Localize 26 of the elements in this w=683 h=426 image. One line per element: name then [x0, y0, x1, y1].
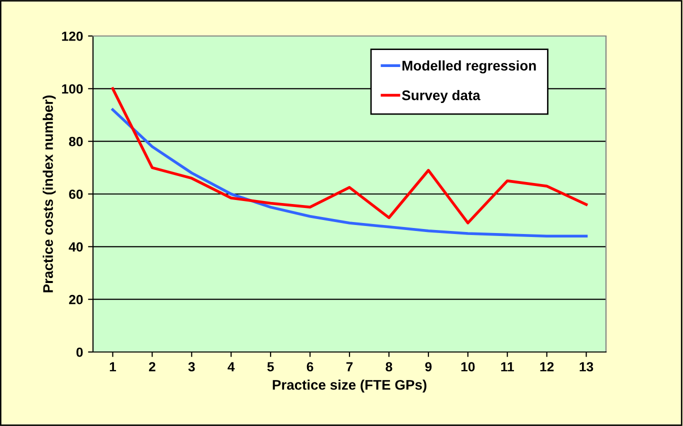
- x-tick-label: 3: [188, 362, 195, 372]
- y-tick-label: 100: [62, 84, 83, 94]
- legend-label: Modelled regression: [402, 60, 536, 74]
- y-tick-label: 120: [62, 32, 83, 41]
- x-tick-label: 8: [386, 362, 392, 372]
- x-tick-label: 5: [267, 362, 274, 372]
- y-tick-label: 0: [76, 348, 83, 357]
- x-tick-label: 10: [461, 362, 475, 372]
- x-tick-label: 9: [425, 362, 432, 372]
- x-axis-title: Practice size (FTE GPs): [272, 380, 426, 393]
- y-tick-label: 40: [68, 242, 83, 252]
- x-tick-label: 11: [501, 362, 514, 372]
- x-tick-label: 1: [110, 362, 116, 372]
- x-tick-label: 12: [540, 362, 554, 372]
- y-axis-title: Practice costs (index number): [42, 96, 56, 292]
- line-series: [111, 108, 588, 238]
- x-tick-label: 7: [346, 362, 353, 372]
- y-tick-label: 80: [69, 136, 83, 146]
- x-tick-label: 2: [148, 362, 156, 372]
- x-tick-label: 13: [580, 362, 594, 372]
- y-tick-label: 20: [69, 294, 83, 304]
- line-series: [111, 87, 588, 224]
- x-tick-label: 4: [228, 362, 235, 372]
- legend-label: Survey data: [402, 90, 480, 103]
- y-tick-label: 60: [69, 190, 83, 199]
- x-tick-label: 6: [306, 362, 314, 372]
